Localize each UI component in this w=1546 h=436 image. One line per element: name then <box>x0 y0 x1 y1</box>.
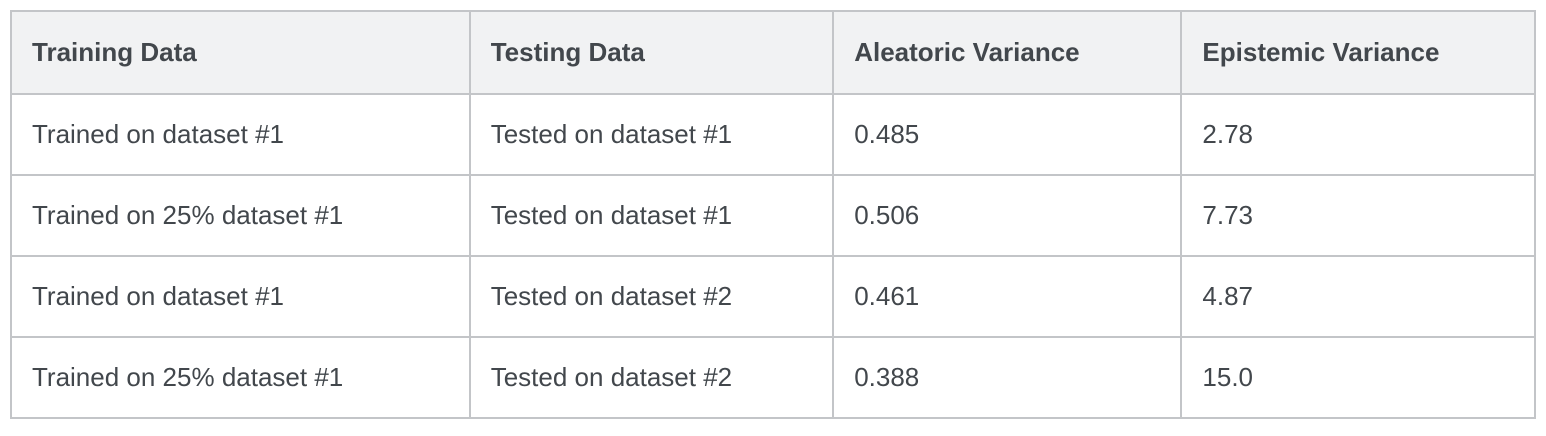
table-row: Trained on 25% dataset #1 Tested on data… <box>10 174 1536 257</box>
col-header-testing-data: Testing Data <box>468 10 835 95</box>
cell-aleatoric-variance: 0.506 <box>832 174 1183 257</box>
cell-training-data: Trained on 25% dataset #1 <box>10 174 471 257</box>
cell-training-data: Trained on dataset #1 <box>10 93 471 176</box>
col-header-training-data: Training Data <box>10 10 471 95</box>
table-row: Trained on dataset #1 Tested on dataset … <box>10 255 1536 338</box>
cell-testing-data: Tested on dataset #1 <box>468 174 835 257</box>
cell-training-data: Trained on 25% dataset #1 <box>10 336 471 419</box>
cell-training-data: Trained on dataset #1 <box>10 255 471 338</box>
cell-epistemic-variance: 7.73 <box>1180 174 1536 257</box>
cell-aleatoric-variance: 0.461 <box>832 255 1183 338</box>
cell-epistemic-variance: 4.87 <box>1180 255 1536 338</box>
results-table: Training Data Testing Data Aleatoric Var… <box>10 10 1536 419</box>
cell-testing-data: Tested on dataset #2 <box>468 255 835 338</box>
col-header-aleatoric-variance: Aleatoric Variance <box>832 10 1183 95</box>
cell-epistemic-variance: 2.78 <box>1180 93 1536 176</box>
table-row: Trained on 25% dataset #1 Tested on data… <box>10 336 1536 419</box>
cell-epistemic-variance: 15.0 <box>1180 336 1536 419</box>
cell-aleatoric-variance: 0.485 <box>832 93 1183 176</box>
table-row: Trained on dataset #1 Tested on dataset … <box>10 93 1536 176</box>
cell-testing-data: Tested on dataset #1 <box>468 93 835 176</box>
col-header-epistemic-variance: Epistemic Variance <box>1180 10 1536 95</box>
cell-aleatoric-variance: 0.388 <box>832 336 1183 419</box>
table-header-row: Training Data Testing Data Aleatoric Var… <box>10 10 1536 95</box>
cell-testing-data: Tested on dataset #2 <box>468 336 835 419</box>
